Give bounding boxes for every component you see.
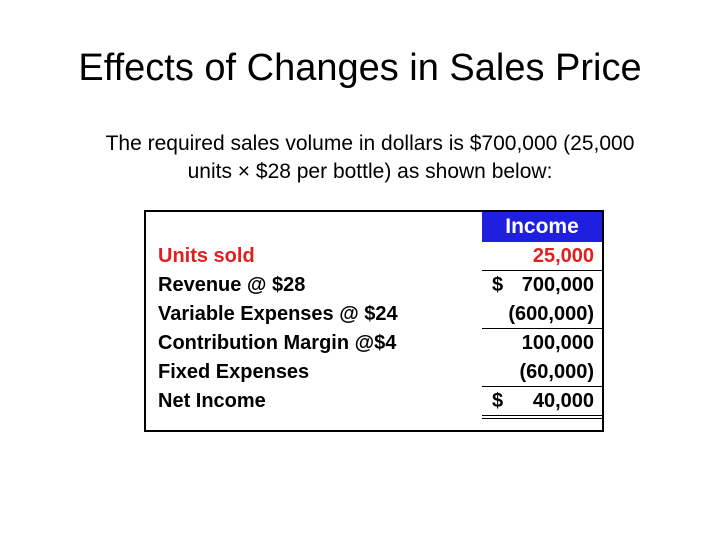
row-value: (60,000) (519, 361, 595, 383)
row-label: Fixed Expenses (158, 361, 310, 383)
divider-line (482, 386, 604, 387)
slide-subtitle: The required sales volume in dollars is … (40, 130, 700, 186)
row-label: Units sold (158, 245, 255, 267)
row-label: Revenue @ $28 (158, 274, 306, 296)
table-row-units-sold: Units sold 25,000 (146, 242, 602, 270)
table-row-variable-expenses: Variable Expenses @ $24 (600,000) (146, 300, 602, 328)
table-row-revenue: Revenue @ $28 $700,000 (146, 271, 602, 299)
income-table: Income Units sold 25,000 Revenue @ $28 $… (144, 210, 604, 432)
row-value: (600,000) (508, 303, 594, 325)
table-row-fixed-expenses: Fixed Expenses (60,000) (146, 358, 602, 386)
table-row-net-income: Net Income $40,000 (146, 387, 602, 415)
divider-line (482, 328, 604, 329)
row-value: $700,000 (492, 274, 594, 296)
row-value: $40,000 (492, 390, 594, 412)
subtitle-line-2: units × $28 per bottle) as shown below: (187, 160, 553, 183)
divider-line (482, 270, 604, 271)
row-value: 100,000 (521, 332, 594, 354)
subtitle-line-1: The required sales volume in dollars is … (105, 132, 635, 155)
row-label: Variable Expenses @ $24 (158, 303, 398, 325)
slide-title: Effects of Changes in Sales Price (78, 47, 642, 89)
double-underline-top (482, 415, 604, 416)
income-column-header: Income (482, 212, 602, 242)
row-label: Net Income (158, 390, 266, 412)
table-row-contribution-margin: Contribution Margin @$4 100,000 (146, 329, 602, 357)
row-value: 25,000 (532, 245, 594, 267)
row-label: Contribution Margin @$4 (158, 332, 397, 354)
double-underline-bottom (482, 418, 604, 419)
